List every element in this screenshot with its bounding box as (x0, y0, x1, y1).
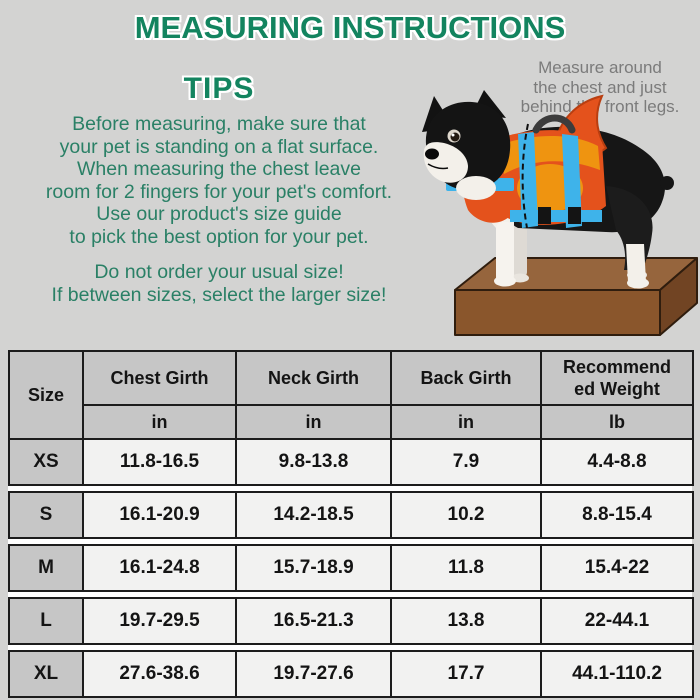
size-label: XL (8, 650, 84, 698)
table-row-s: S 16.1-20.9 14.2-18.5 10.2 8.8-15.4 (8, 491, 694, 539)
col-header-chest-girth: Chest Girth (82, 350, 237, 406)
neck-girth-value: 16.5-21.3 (235, 597, 392, 645)
dog-lifejacket-illustration (422, 90, 698, 336)
weight-value: 8.8-15.4 (540, 491, 694, 539)
table-row-xl: XL 27.6-38.6 19.7-27.6 17.7 44.1-110.2 (8, 650, 694, 698)
col-header-recommended-weight-label: Recommended Weight (562, 357, 672, 399)
size-chart-row-block: XL 27.6-38.6 19.7-27.6 17.7 44.1-110.2 (8, 650, 694, 698)
size-label: XS (8, 438, 84, 486)
tips-section: TIPS Before measuring, make sure that yo… (0, 72, 438, 307)
col-header-neck-girth: Neck Girth (235, 350, 392, 406)
page-title: MEASURING INSTRUCTIONS (134, 10, 566, 45)
table-row-l: L 19.7-29.5 16.5-21.3 13.8 22-44.1 (8, 597, 694, 645)
units-row: in in in lb (9, 404, 694, 440)
table-row-m: M 16.1-24.8 15.7-18.9 11.8 15.4-22 (8, 544, 694, 592)
neck-girth-value: 9.8-13.8 (235, 438, 392, 486)
col-header-back-girth: Back Girth (390, 350, 542, 406)
header-row: Size Chest Girth Neck Girth Back Girth R… (8, 350, 694, 440)
unit-weight: lb (540, 404, 694, 440)
neck-girth-value: 19.7-27.6 (235, 650, 392, 698)
back-girth-value: 10.2 (390, 491, 542, 539)
table-row-xs: XS 11.8-16.5 9.8-13.8 7.9 4.4-8.8 (8, 438, 694, 486)
weight-value: 15.4-22 (540, 544, 694, 592)
chest-girth-value: 27.6-38.6 (82, 650, 237, 698)
chest-girth-value: 16.1-24.8 (82, 544, 237, 592)
back-girth-value: 11.8 (390, 544, 542, 592)
tips-heading: TIPS (183, 72, 255, 105)
size-chart-row-block: S 16.1-20.9 14.2-18.5 10.2 8.8-15.4 (8, 491, 694, 539)
size-chart-row-block: L 19.7-29.5 16.5-21.3 13.8 22-44.1 (8, 597, 694, 645)
back-girth-value: 13.8 (390, 597, 542, 645)
unit-chest: in (82, 404, 237, 440)
size-label: L (8, 597, 84, 645)
tips-paragraph-1: Before measuring, make sure that your pe… (45, 113, 393, 248)
back-girth-value: 7.9 (390, 438, 542, 486)
chest-girth-value: 19.7-29.5 (82, 597, 237, 645)
neck-girth-value: 15.7-18.9 (235, 544, 392, 592)
dog-head (422, 90, 511, 200)
size-chart-header-block: Size Chest Girth Neck Girth Back Girth R… (8, 350, 694, 486)
col-header-size: Size (8, 350, 84, 440)
size-label: S (8, 491, 84, 539)
chest-girth-value: 11.8-16.5 (82, 438, 237, 486)
chest-girth-value: 16.1-20.9 (82, 491, 237, 539)
col-header-recommended-weight: Recommended Weight (540, 350, 694, 406)
back-girth-value: 17.7 (390, 650, 542, 698)
weight-value: 4.4-8.8 (540, 438, 694, 486)
unit-neck: in (235, 404, 392, 440)
shark-life-vest (446, 94, 608, 228)
measuring-line-icon (521, 123, 529, 229)
neck-girth-value: 14.2-18.5 (235, 491, 392, 539)
size-label: M (8, 544, 84, 592)
weight-value: 22-44.1 (540, 597, 694, 645)
size-chart: Size Chest Girth Neck Girth Back Girth R… (8, 350, 694, 698)
tips-paragraph-2: Do not order your usual size! If between… (51, 261, 387, 306)
wooden-box-icon (454, 257, 698, 336)
vest-handle-icon (532, 114, 576, 134)
size-chart-row-block: M 16.1-24.8 15.7-18.9 11.8 15.4-22 (8, 544, 694, 592)
weight-value: 44.1-110.2 (540, 650, 694, 698)
unit-back: in (390, 404, 542, 440)
